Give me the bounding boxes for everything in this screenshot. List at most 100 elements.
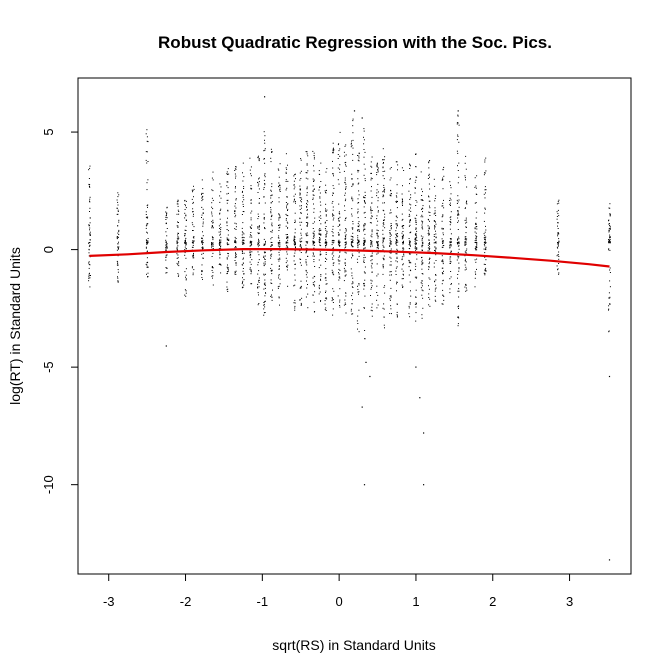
- scatter-point: [357, 230, 359, 232]
- scatter-point: [278, 268, 280, 270]
- scatter-point: [416, 258, 418, 260]
- scatter-point: [178, 261, 180, 263]
- scatter-point: [294, 174, 296, 176]
- scatter-point: [456, 259, 458, 261]
- scatter-point: [369, 375, 371, 378]
- scatter-point: [457, 114, 459, 116]
- scatter-point: [382, 249, 384, 251]
- scatter-point: [370, 222, 372, 224]
- scatter-point: [422, 243, 424, 244]
- scatter-point: [382, 202, 384, 204]
- scatter-point: [429, 257, 431, 259]
- scatter-point: [402, 237, 404, 239]
- scatter-point: [428, 167, 430, 169]
- scatter-point: [382, 196, 384, 198]
- scatter-point: [312, 252, 314, 254]
- scatter-point: [185, 290, 187, 292]
- scatter-point: [415, 306, 417, 308]
- scatter-point: [376, 241, 378, 242]
- scatter-point: [286, 196, 288, 198]
- scatter-point: [421, 195, 423, 196]
- scatter-point: [235, 246, 237, 248]
- scatter-point: [89, 186, 91, 188]
- scatter-point: [235, 254, 237, 255]
- scatter-point: [427, 225, 429, 227]
- scatter-point: [242, 281, 243, 283]
- scatter-point: [306, 225, 308, 227]
- scatter-point: [370, 260, 372, 262]
- scatter-point: [364, 224, 366, 226]
- scatter-point: [258, 198, 260, 199]
- scatter-point: [450, 193, 452, 195]
- scatter-point: [325, 307, 327, 309]
- scatter-point: [202, 248, 204, 250]
- scatter-point: [324, 277, 326, 279]
- scatter-point: [279, 245, 281, 247]
- scatter-point: [242, 258, 244, 260]
- scatter-point: [483, 272, 485, 274]
- scatter-point: [307, 178, 309, 180]
- scatter-point: [192, 202, 194, 204]
- scatter-point: [270, 161, 272, 163]
- scatter-point: [428, 234, 430, 236]
- scatter-point: [265, 242, 266, 244]
- scatter-point: [456, 123, 458, 125]
- scatter-point: [176, 248, 178, 250]
- scatter-point: [421, 280, 423, 282]
- scatter-point: [201, 196, 203, 198]
- scatter-point: [357, 235, 359, 237]
- scatter-point: [396, 290, 397, 292]
- scatter-point: [185, 279, 187, 281]
- scatter-point: [227, 187, 229, 189]
- scatter-point: [118, 219, 120, 221]
- scatter-point: [409, 253, 411, 255]
- scatter-point: [465, 268, 467, 270]
- scatter-point: [345, 234, 347, 236]
- scatter-point: [89, 186, 90, 188]
- scatter-point: [352, 240, 353, 242]
- scatter-point: [449, 246, 451, 248]
- scatter-point: [358, 155, 360, 157]
- scatter-point: [118, 194, 120, 196]
- scatter-point: [271, 231, 273, 233]
- scatter-point: [339, 245, 341, 247]
- scatter-point: [371, 240, 373, 242]
- scatter-point: [442, 202, 444, 204]
- scatter-point: [287, 215, 289, 217]
- scatter-point: [89, 245, 91, 247]
- scatter-point: [382, 244, 384, 246]
- scatter-point: [396, 196, 398, 198]
- scatter-point: [422, 273, 424, 275]
- scatter-point: [370, 288, 372, 290]
- scatter-point: [89, 207, 91, 209]
- scatter-column: [318, 162, 322, 302]
- scatter-point: [364, 330, 366, 331]
- scatter-point: [556, 203, 558, 205]
- scatter-point: [558, 233, 560, 235]
- scatter-point: [390, 177, 392, 179]
- scatter-point: [376, 263, 378, 265]
- scatter-point: [295, 244, 296, 246]
- scatter-point: [428, 266, 430, 268]
- scatter-point: [390, 193, 392, 194]
- scatter-point: [270, 209, 272, 211]
- scatter-point: [314, 217, 316, 219]
- scatter-point: [242, 232, 244, 234]
- scatter-point: [609, 267, 611, 269]
- scatter-point: [226, 171, 228, 173]
- scatter-point: [243, 237, 245, 239]
- scatter-point: [338, 263, 340, 265]
- scatter-point: [285, 234, 287, 236]
- scatter-point: [89, 242, 91, 243]
- scatter-point: [403, 248, 405, 250]
- scatter-point: [251, 236, 253, 238]
- scatter-point: [295, 263, 296, 265]
- scatter-point: [278, 242, 280, 244]
- scatter-point: [242, 286, 244, 288]
- scatter-point: [228, 269, 229, 271]
- scatter-point: [484, 235, 486, 237]
- scatter-point: [370, 208, 372, 210]
- scatter-column: [116, 192, 120, 283]
- scatter-point: [241, 287, 243, 289]
- scatter-point: [324, 308, 326, 310]
